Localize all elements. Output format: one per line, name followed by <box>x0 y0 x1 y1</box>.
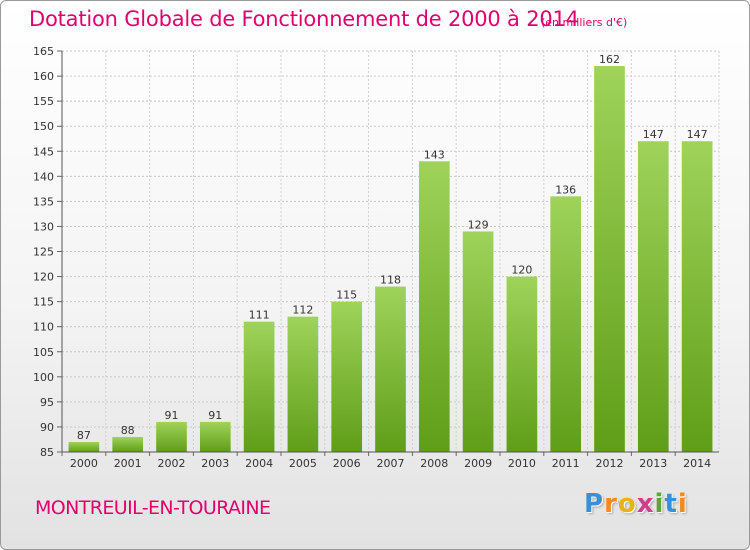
bar-layer <box>68 66 713 452</box>
data-label: 120 <box>511 264 532 277</box>
y-tick-label: 160 <box>33 70 54 83</box>
x-tick-label: 2012 <box>596 457 624 470</box>
bar-2011 <box>550 196 582 452</box>
data-label: 147 <box>643 128 664 141</box>
logo-letter: r <box>604 489 618 519</box>
data-label: 115 <box>336 289 357 302</box>
logo-letter: o <box>617 489 637 519</box>
y-tick-label: 115 <box>33 296 54 309</box>
bar-2014 <box>681 141 713 452</box>
bar-2012 <box>594 66 625 452</box>
x-tick-label: 2005 <box>289 457 317 470</box>
bar-2005 <box>287 316 319 452</box>
x-tick-label: 2011 <box>552 457 580 470</box>
logo-letter: t <box>664 489 678 519</box>
data-label: 162 <box>599 53 620 66</box>
x-tick-label: 2001 <box>114 457 142 470</box>
data-label: 91 <box>165 409 179 422</box>
logo-letter: P <box>584 489 605 519</box>
y-tick-label: 85 <box>40 446 54 459</box>
bar-2002 <box>156 421 187 452</box>
y-tick-label: 110 <box>33 321 54 334</box>
logo-letter: i <box>677 489 688 519</box>
x-tick-label: 2007 <box>377 457 405 470</box>
y-tick-label: 95 <box>40 396 54 409</box>
data-label: 88 <box>121 424 135 437</box>
proxiti-logo: Proxiti <box>584 489 688 519</box>
bar-2000 <box>68 441 100 452</box>
x-tick-label: 2009 <box>464 457 492 470</box>
y-tick-label: 125 <box>33 246 54 259</box>
bar-2001 <box>112 436 144 452</box>
x-tick-label: 2006 <box>333 457 361 470</box>
commune-name: MONTREUIL-EN-TOURAINE <box>35 497 271 519</box>
x-tick-label: 2004 <box>245 457 273 470</box>
y-tick-label: 100 <box>33 371 54 384</box>
data-label: 129 <box>468 218 489 231</box>
data-label: 112 <box>292 304 313 317</box>
x-tick-label: 2002 <box>158 457 186 470</box>
y-tick-label: 155 <box>33 95 54 108</box>
unit-note: (en milliers d'€) <box>541 16 628 29</box>
bar-2003 <box>199 421 231 452</box>
data-label: 87 <box>77 429 91 442</box>
y-tick-label: 145 <box>33 145 54 158</box>
bar-2008 <box>418 161 450 452</box>
bar-2013 <box>637 141 669 452</box>
data-label: 136 <box>555 183 576 196</box>
y-tick-label: 140 <box>33 170 54 183</box>
y-tick-label: 105 <box>33 346 54 359</box>
data-label: 147 <box>687 128 708 141</box>
logo-letter: i <box>654 489 665 519</box>
chart-title: Dotation Globale de Fonctionnement de 20… <box>29 7 579 31</box>
y-tick-label: 120 <box>33 271 54 284</box>
bar-2004 <box>243 321 275 452</box>
bar-2006 <box>331 301 363 452</box>
y-tick-label: 150 <box>33 120 54 133</box>
y-tick-label: 135 <box>33 195 54 208</box>
y-tick-label: 130 <box>33 220 54 233</box>
x-tick-label: 2010 <box>508 457 536 470</box>
data-label: 91 <box>208 409 222 422</box>
y-tick-label: 165 <box>33 45 54 58</box>
data-label: 118 <box>380 274 401 287</box>
x-tick-label: 2013 <box>639 457 667 470</box>
data-label: 143 <box>424 148 445 161</box>
x-tick-label: 2008 <box>420 457 448 470</box>
bar-2007 <box>375 286 406 452</box>
logo-letter: x <box>636 489 655 519</box>
bar-2009 <box>462 231 494 452</box>
axis-layer: 85 90 95 100 105 110 115 120 125 130 135 140 145 150 1… <box>33 45 719 470</box>
bar-2010 <box>506 276 538 452</box>
data-label: 111 <box>249 309 270 322</box>
x-tick-label: 2000 <box>70 457 98 470</box>
x-tick-label: 2014 <box>683 457 711 470</box>
y-tick-label: 90 <box>40 421 54 434</box>
x-tick-label: 2003 <box>201 457 229 470</box>
